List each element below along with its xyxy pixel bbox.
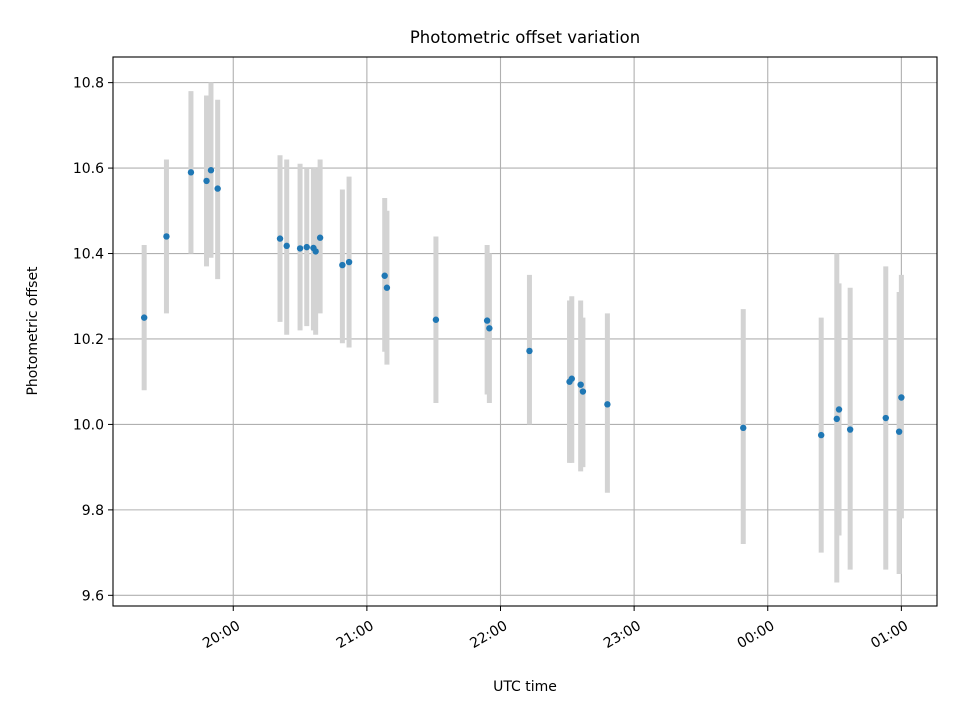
data-point [276, 235, 284, 242]
data-point [898, 394, 905, 401]
x-axis-label: UTC time [493, 679, 557, 695]
data-point [381, 272, 388, 279]
data-point [882, 414, 889, 422]
data-point [383, 284, 391, 291]
data-point [345, 258, 353, 266]
data-point [296, 245, 304, 252]
grid [113, 57, 937, 606]
y-tick-label: 10.0 [73, 417, 104, 433]
data-point [895, 428, 903, 435]
y-tick-label: 10.2 [73, 332, 104, 348]
data-point [833, 415, 840, 423]
data-point [846, 426, 854, 433]
data-point [339, 261, 346, 269]
data-point [207, 167, 215, 174]
data-point [604, 401, 611, 408]
y-axis-ticks: 9.6 9.8 10.0 10.2 10.4 10.6 10.8 [73, 76, 113, 604]
data-point [140, 314, 148, 321]
data-point [163, 233, 170, 240]
data-points [140, 167, 905, 439]
data-point [432, 316, 440, 323]
data-point [483, 317, 491, 324]
data-point [203, 177, 210, 185]
y-tick-label: 10.4 [73, 247, 104, 263]
data-point [214, 185, 221, 192]
y-tick-label: 9.6 [82, 588, 104, 604]
data-point [577, 381, 584, 388]
y-tick-label: 10.6 [73, 161, 104, 177]
data-point [283, 242, 290, 250]
data-point [303, 243, 310, 251]
y-tick-label: 10.8 [73, 76, 104, 92]
axes-frame [112, 56, 938, 607]
data-point [740, 424, 747, 432]
data-point [817, 431, 825, 439]
data-point [568, 375, 575, 382]
data-point [526, 347, 533, 355]
data-point [316, 234, 324, 241]
data-point [835, 406, 843, 413]
y-axis-label: Photometric offset [25, 266, 41, 396]
data-point [486, 325, 493, 332]
y-tick-label: 9.8 [82, 503, 104, 519]
data-point [187, 169, 195, 176]
data-point [579, 388, 587, 395]
chart-title: Photometric offset variation [410, 28, 640, 47]
data-point [312, 248, 319, 255]
